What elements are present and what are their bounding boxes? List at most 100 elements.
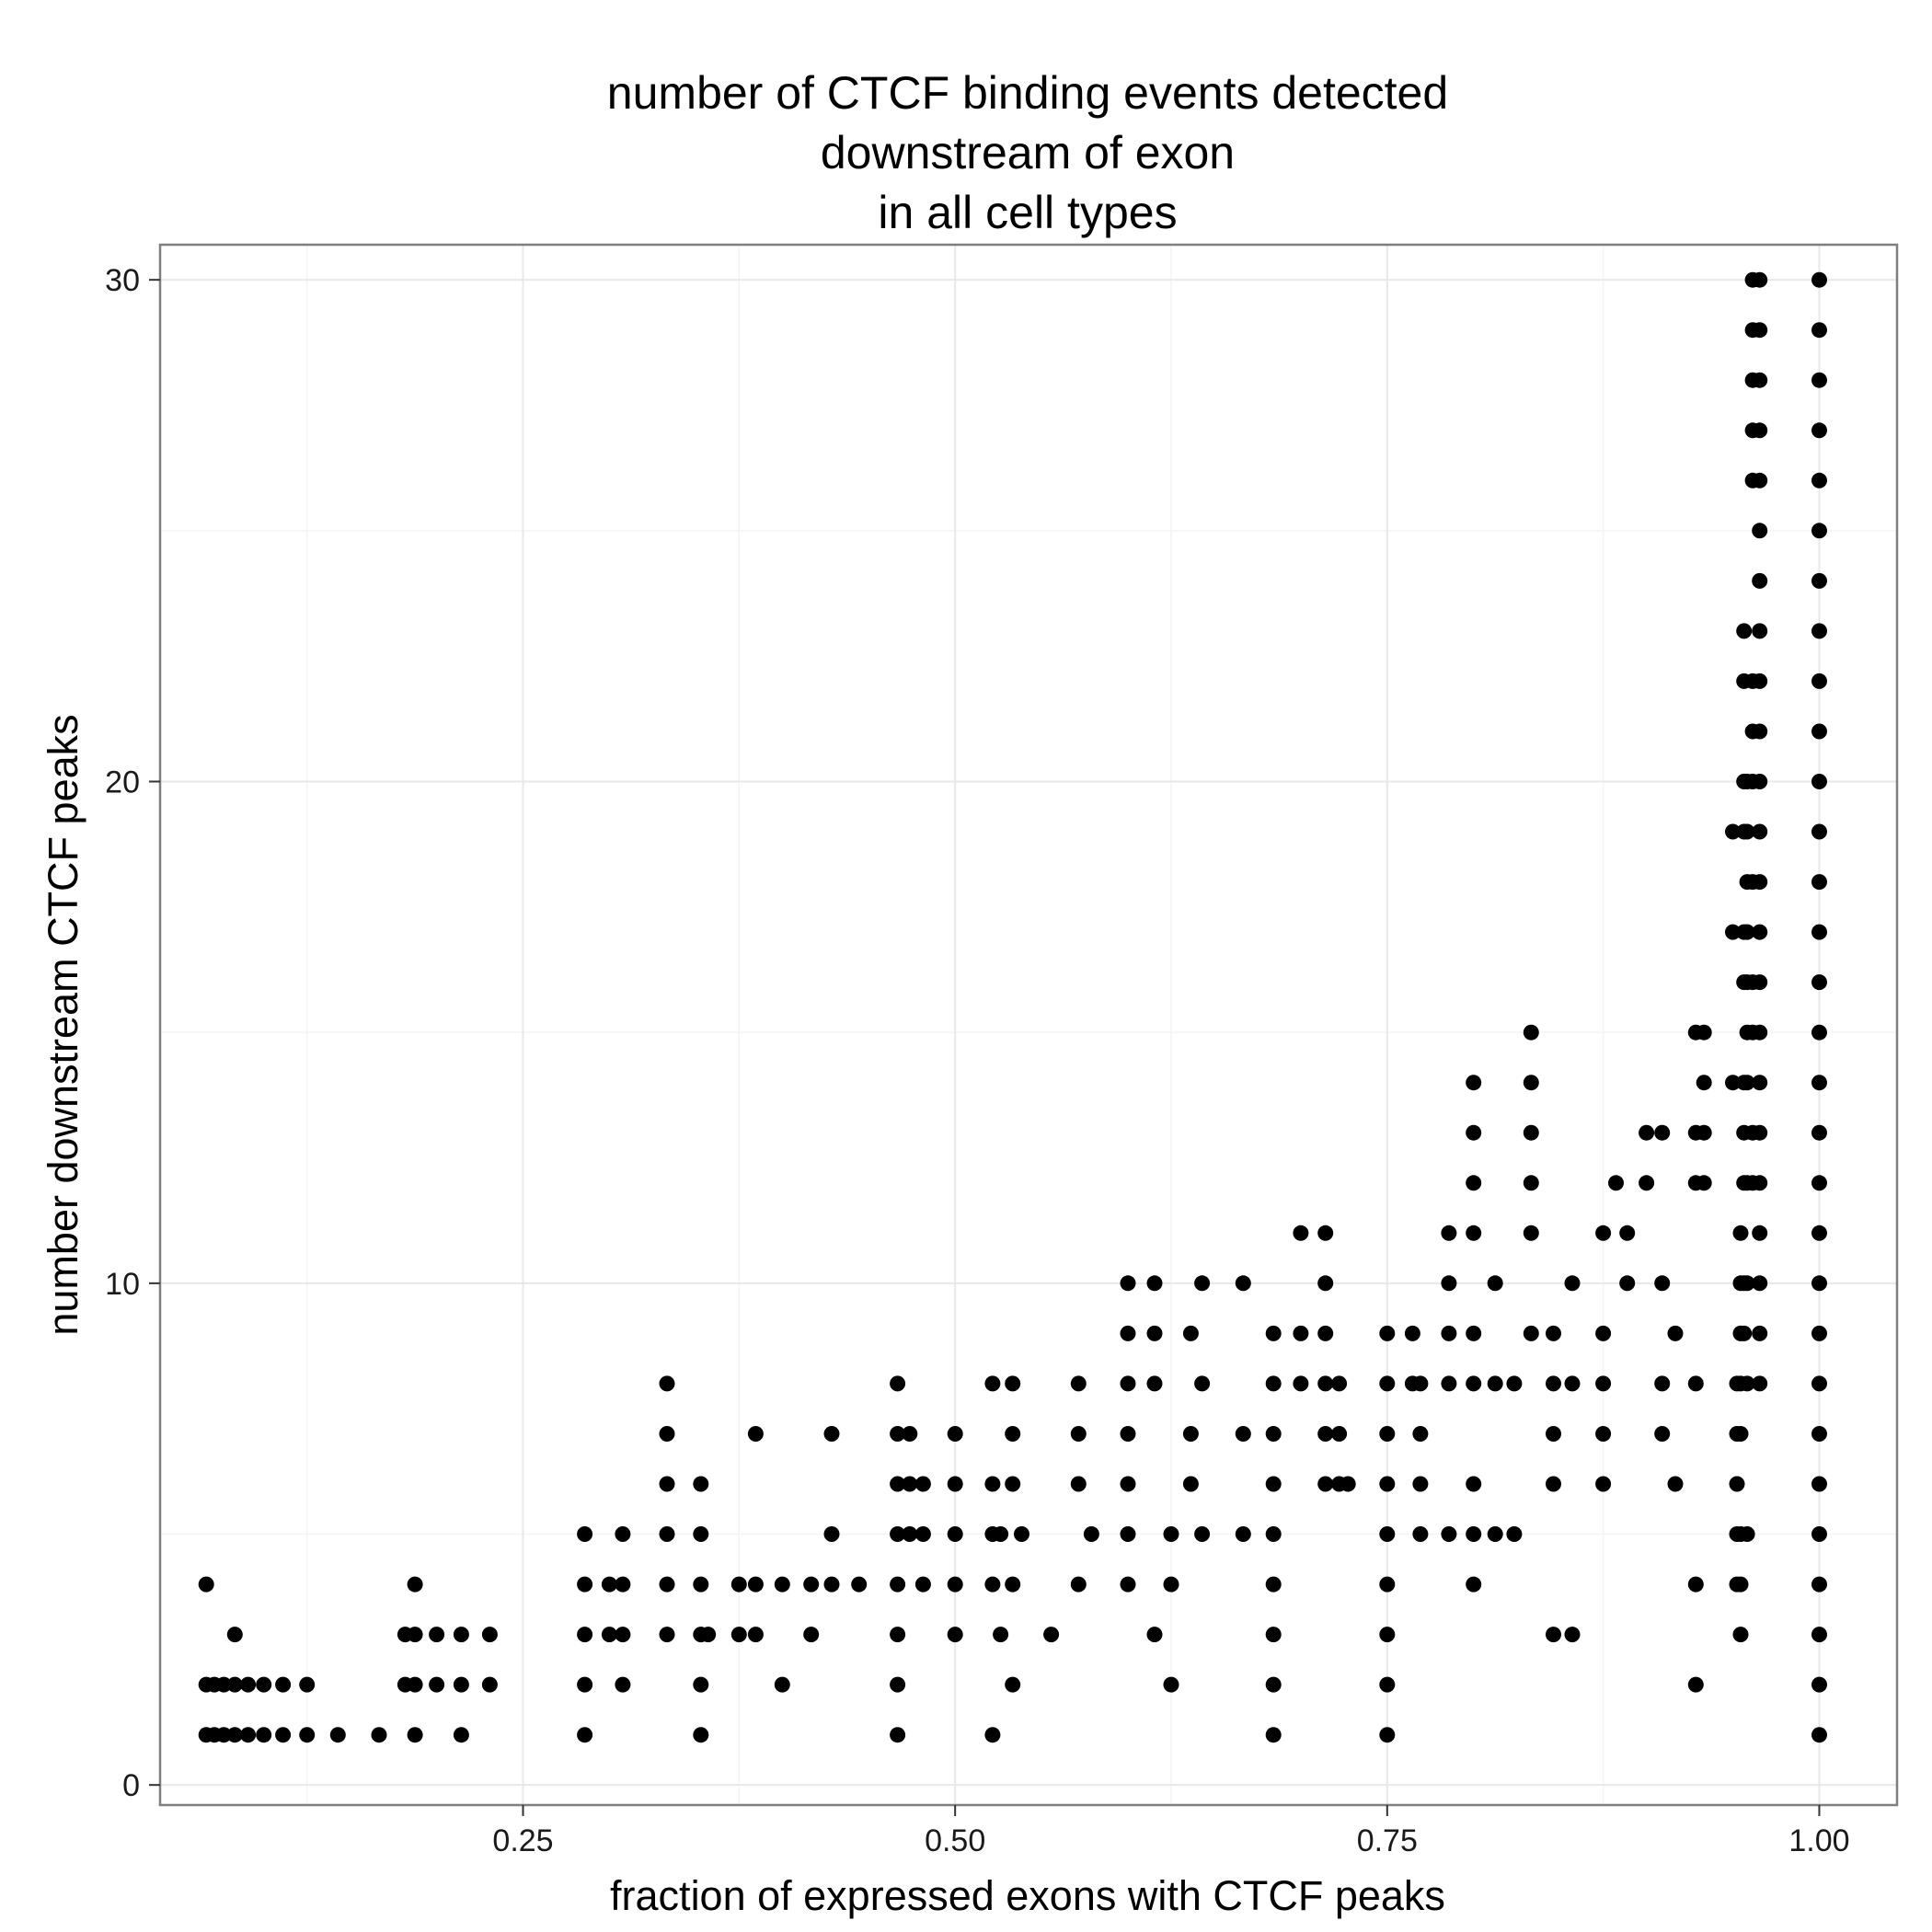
data-point: [693, 1476, 709, 1492]
data-point: [1235, 1526, 1251, 1542]
data-point: [1194, 1275, 1211, 1292]
data-point: [407, 1727, 423, 1743]
data-point: [256, 1727, 272, 1743]
y-axis: 0 10 20 30: [105, 263, 160, 1803]
data-point: [226, 1676, 243, 1693]
data-point: [275, 1727, 292, 1743]
data-point: [1546, 1375, 1561, 1392]
data-point: [1487, 1275, 1503, 1292]
data-point: [1546, 1325, 1561, 1341]
data-point: [453, 1676, 469, 1693]
data-point: [1070, 1476, 1087, 1492]
data-point: [615, 1576, 631, 1593]
data-point: [1441, 1526, 1457, 1542]
data-point: [1752, 523, 1768, 539]
data-point: [1412, 1375, 1429, 1392]
data-point: [693, 1676, 709, 1693]
data-point: [823, 1576, 840, 1593]
data-point: [275, 1676, 292, 1693]
data-point: [1811, 924, 1827, 940]
data-point: [1752, 322, 1768, 339]
data-point: [615, 1676, 631, 1693]
data-point: [1235, 1426, 1251, 1442]
data-point: [240, 1676, 257, 1693]
data-point: [1595, 1476, 1612, 1492]
data-point: [1441, 1275, 1457, 1292]
data-point: [1752, 271, 1768, 288]
data-point: [615, 1526, 631, 1542]
data-point: [1466, 1375, 1482, 1392]
data-point: [1732, 1576, 1749, 1593]
data-point: [1466, 1576, 1482, 1593]
data-point: [1619, 1275, 1636, 1292]
data-point: [1146, 1375, 1163, 1392]
data-point: [1120, 1275, 1136, 1292]
data-point: [1317, 1375, 1334, 1392]
data-point: [774, 1676, 790, 1693]
data-point: [890, 1526, 906, 1542]
data-point: [1194, 1375, 1211, 1392]
data-point: [1696, 1175, 1712, 1191]
data-point: [1736, 1275, 1753, 1292]
data-point: [1317, 1426, 1334, 1442]
data-point: [1466, 1526, 1482, 1542]
data-point: [1163, 1576, 1179, 1593]
y-tick-label: 10: [105, 1267, 140, 1302]
data-point: [1546, 1627, 1561, 1643]
data-point: [1811, 1576, 1827, 1593]
data-point: [1811, 723, 1827, 740]
data-point: [1811, 774, 1827, 789]
data-point: [1546, 1476, 1561, 1492]
data-point: [299, 1676, 316, 1693]
data-point: [984, 1576, 1001, 1593]
data-point: [1752, 774, 1768, 789]
data-point: [1725, 823, 1741, 840]
y-axis-title: number downstream CTCF peaks: [40, 714, 86, 1335]
data-point: [747, 1426, 764, 1442]
data-point: [1331, 1375, 1348, 1392]
data-point: [1487, 1526, 1503, 1542]
data-point: [1331, 1426, 1348, 1442]
y-tick-label: 0: [122, 1768, 140, 1803]
data-point: [890, 1426, 906, 1442]
data-point: [1619, 1225, 1636, 1241]
data-point: [1752, 924, 1768, 940]
data-point: [1732, 1426, 1749, 1442]
chart-title: number of CTCF binding events detected d…: [607, 67, 1448, 238]
data-point: [1379, 1476, 1396, 1492]
data-point: [947, 1476, 963, 1492]
data-point: [693, 1576, 709, 1593]
data-point: [851, 1576, 868, 1593]
data-point: [1654, 1375, 1671, 1392]
data-point: [429, 1627, 445, 1643]
data-point: [1293, 1225, 1309, 1241]
data-point: [700, 1627, 717, 1643]
data-point: [1752, 723, 1768, 740]
data-point: [1564, 1275, 1581, 1292]
data-point: [577, 1627, 593, 1643]
data-point: [1466, 1124, 1482, 1141]
data-point: [1005, 1375, 1021, 1392]
data-point: [1182, 1426, 1199, 1442]
data-point: [1404, 1325, 1420, 1341]
data-point: [1752, 1124, 1768, 1141]
data-point: [1752, 572, 1768, 589]
data-point: [1811, 1727, 1827, 1743]
data-point: [1811, 623, 1827, 639]
data-point: [1412, 1476, 1429, 1492]
data-point: [1005, 1426, 1021, 1442]
data-point: [947, 1576, 963, 1593]
data-point: [902, 1526, 918, 1542]
data-point: [1736, 1325, 1753, 1341]
data-point: [1014, 1526, 1029, 1542]
data-point: [1736, 623, 1753, 639]
data-point: [226, 1727, 243, 1743]
data-point: [659, 1627, 675, 1643]
data-point: [1466, 1225, 1482, 1241]
data-point: [1687, 1375, 1704, 1392]
data-point: [1379, 1627, 1396, 1643]
data-point: [1811, 1325, 1827, 1341]
data-point: [914, 1576, 931, 1593]
x-tick-label: 0.50: [925, 1823, 985, 1858]
data-point: [1506, 1526, 1523, 1542]
